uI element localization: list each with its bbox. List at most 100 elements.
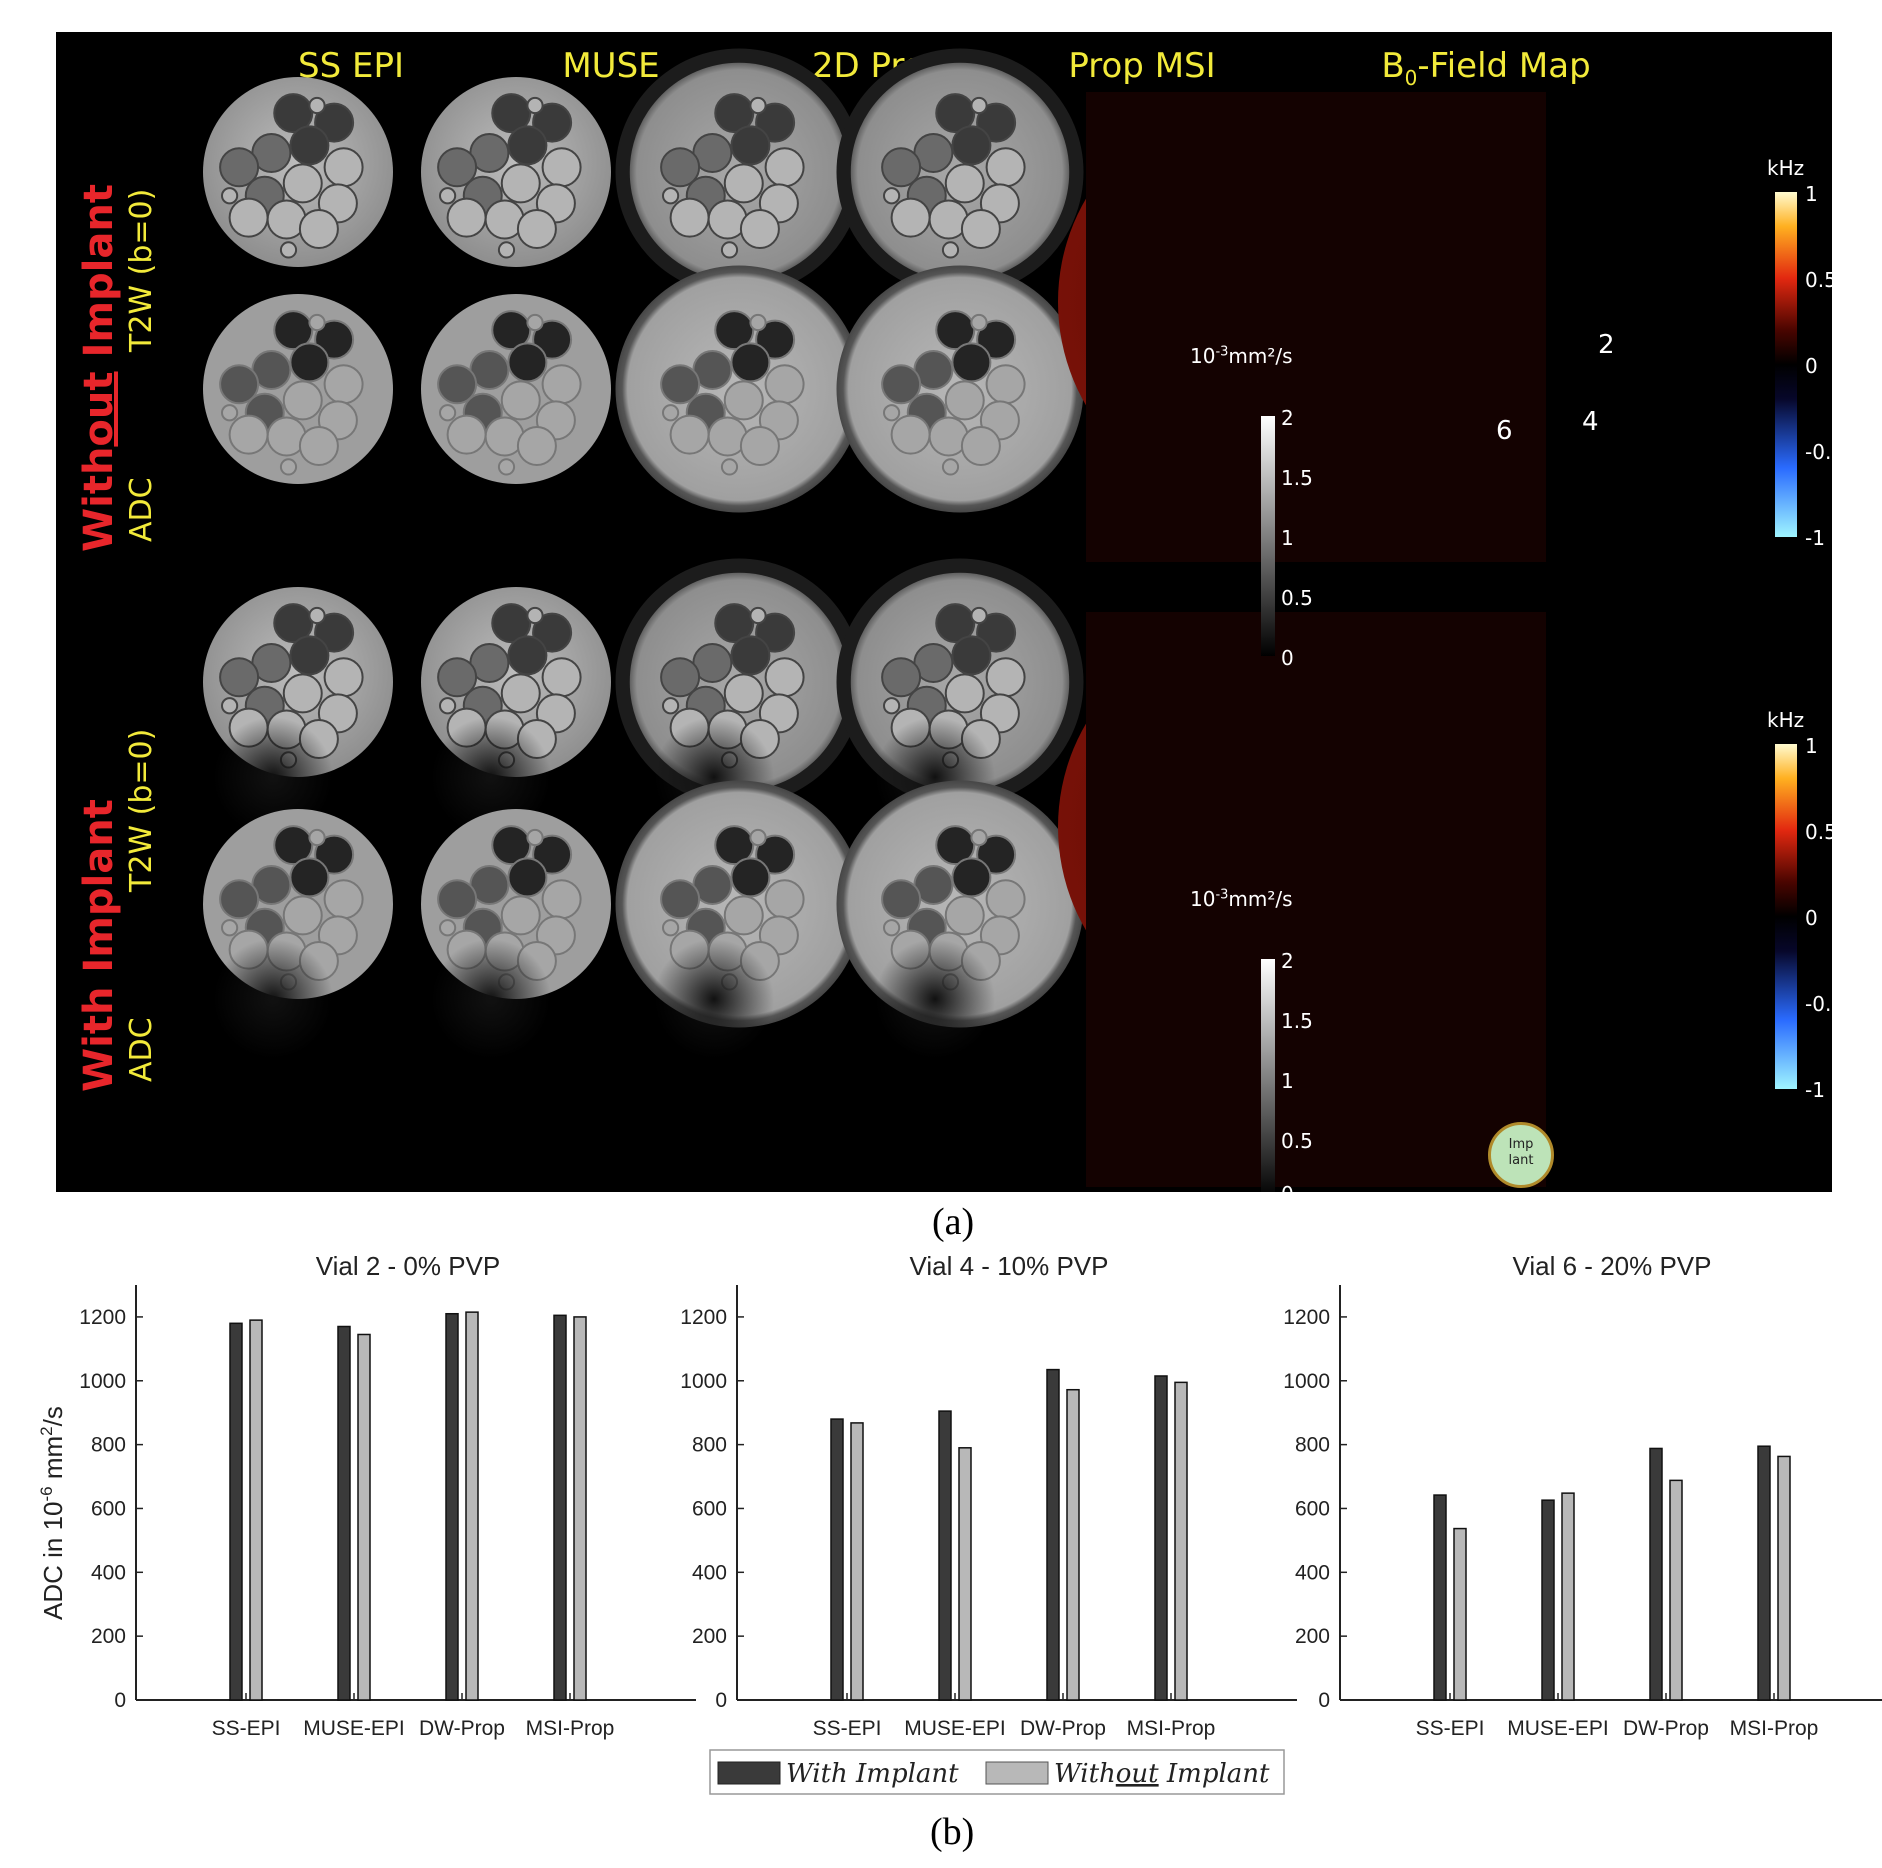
- bar-without-implant: [357, 1333, 371, 1701]
- y-tick-label: 600: [91, 1497, 126, 1520]
- b0-tick: -1: [1805, 1078, 1825, 1102]
- b0-tick: -0.5: [1805, 992, 1832, 1016]
- phantom-3: [836, 48, 1084, 296]
- phantom-10: [615, 558, 863, 837]
- adc-tick: 0.5: [1281, 1129, 1313, 1153]
- x-tick-label: DW-Prop: [1623, 1717, 1709, 1740]
- legend-swatch-with-implant: [717, 1761, 781, 1785]
- vial-label-2: 2: [1598, 330, 1615, 360]
- y-tick-label: 0: [715, 1689, 727, 1712]
- y-tick-label: 800: [1295, 1434, 1330, 1457]
- bar-with-implant: [1046, 1368, 1060, 1701]
- bar-without-implant: [249, 1319, 263, 1701]
- b0-tick: 0: [1805, 354, 1818, 378]
- bar-without-implant: [1453, 1527, 1467, 1701]
- bar-without-implant: [1777, 1455, 1791, 1701]
- y-tick-label: 1200: [680, 1306, 727, 1329]
- y-tick-label: 400: [1295, 1561, 1330, 1584]
- bar-without-implant: [958, 1447, 972, 1701]
- x-tick-label: MUSE-EPI: [1507, 1717, 1609, 1740]
- adc-tick: 0: [1281, 1182, 1294, 1192]
- phantom-1: [421, 77, 611, 267]
- bar-chart-1: Vial 2 - 0% PVP 0 200 400 600 800 1000 1200 SS-E…: [79, 1255, 696, 1740]
- phantom-14: [615, 780, 863, 1059]
- column-title-b0-map: B0-Field Map: [1381, 46, 1591, 90]
- y-axis-label: ADC in 10-6 mm2/s: [37, 1406, 68, 1620]
- adc-colorbar-1: [1261, 416, 1275, 656]
- y-tick-label: 1200: [1283, 1306, 1330, 1329]
- chart-title: Vial 6 - 20% PVP: [1513, 1255, 1712, 1281]
- y-tick-label: 0: [1318, 1689, 1330, 1712]
- y-tick-label: 800: [91, 1434, 126, 1457]
- y-tick-label: 1000: [79, 1370, 126, 1393]
- phantom-6: [615, 265, 863, 513]
- legend-swatch-without-implant: [985, 1761, 1049, 1785]
- phantom-9: [421, 587, 611, 837]
- adc-tick: 1.5: [1281, 1009, 1313, 1033]
- chart-title: Vial 4 - 10% PVP: [910, 1255, 1109, 1281]
- adc-tick: 2: [1281, 949, 1294, 973]
- y-tick-label: 600: [692, 1497, 727, 1520]
- b0-tick: -0.5: [1805, 440, 1832, 464]
- b0-colorbar-1: [1775, 192, 1797, 537]
- x-tick-label: MSI-Prop: [1730, 1717, 1819, 1740]
- phantom-7: [836, 265, 1084, 513]
- legend-label-without-implant: Without Implant: [1054, 1759, 1270, 1789]
- adc-tick: 1: [1281, 1069, 1294, 1093]
- column-title-muse: MUSE: [562, 46, 660, 86]
- y-tick-label: 800: [692, 1434, 727, 1457]
- y-tick-label: 200: [692, 1625, 727, 1648]
- b0-unit-label-1: kHz: [1767, 156, 1805, 180]
- adc-tick: 2: [1281, 406, 1294, 430]
- bar-with-implant: [1541, 1499, 1555, 1701]
- bar-with-implant: [337, 1325, 351, 1701]
- b0-unit-label-2: kHz: [1767, 708, 1805, 732]
- x-tick-label: MSI-Prop: [1127, 1717, 1216, 1740]
- x-tick-label: MUSE-EPI: [303, 1717, 405, 1740]
- x-tick-label: SS-EPI: [813, 1717, 882, 1740]
- bar-with-implant: [229, 1322, 243, 1701]
- bar-without-implant: [1066, 1388, 1080, 1701]
- bar-with-implant: [1649, 1447, 1663, 1701]
- x-tick-label: SS-EPI: [1416, 1717, 1485, 1740]
- phantom-0: [203, 77, 393, 267]
- b0-tick: 0.5: [1805, 820, 1832, 844]
- column-title-prop-msi: Prop MSI: [1068, 46, 1216, 86]
- adc-bar-charts: Vial 2 - 0% PVP 0 200 400 600 800 1000 1200 SS-E…: [37, 1255, 1882, 1795]
- bar-with-implant: [1757, 1445, 1771, 1701]
- adc-tick: 1: [1281, 526, 1294, 550]
- bar-chart-3: Vial 6 - 20% PVP 0 200 400 600 800 1000 1200 SS-…: [1283, 1255, 1882, 1740]
- mri-image-panel: SS EPI MUSE 2D Prop Prop MSI B0-Field Ma…: [56, 32, 1832, 1192]
- b0-tick: 1: [1805, 734, 1818, 758]
- phantom-images: [203, 48, 1797, 1192]
- y-tick-label: 1200: [79, 1306, 126, 1329]
- phantom-13: [421, 809, 611, 1059]
- phantom-2: [615, 48, 863, 296]
- y-tick-label: 1000: [1283, 1370, 1330, 1393]
- chart-title: Vial 2 - 0% PVP: [316, 1255, 501, 1281]
- b0-tick: 0.5: [1805, 268, 1832, 292]
- bar-without-implant: [1174, 1381, 1188, 1701]
- caption-b: (b): [930, 1811, 975, 1853]
- bar-with-implant: [830, 1418, 844, 1701]
- y-tick-label: 200: [1295, 1625, 1330, 1648]
- bar-without-implant: [1669, 1479, 1683, 1701]
- x-tick-label: MSI-Prop: [526, 1717, 615, 1740]
- y-tick-label: 600: [1295, 1497, 1330, 1520]
- phantom-8: [203, 587, 393, 837]
- phantom-4: [203, 294, 393, 484]
- x-tick-label: SS-EPI: [212, 1717, 281, 1740]
- bar-with-implant: [938, 1410, 952, 1701]
- adc-tick: 0.5: [1281, 586, 1313, 610]
- adc-unit-label-2: 10-3mm²/s: [1190, 887, 1293, 911]
- bar-with-implant: [1433, 1494, 1447, 1701]
- adc-colorbar-2: [1261, 959, 1275, 1192]
- bar-with-implant: [1154, 1375, 1168, 1701]
- bar-without-implant: [465, 1311, 479, 1701]
- b0-tick: 0: [1805, 906, 1818, 930]
- y-tick-label: 400: [91, 1561, 126, 1584]
- legend-label-with-implant: With Implant: [786, 1759, 959, 1789]
- chart-legend: With Implant Without Implant: [709, 1749, 1285, 1795]
- bar-with-implant: [553, 1314, 567, 1701]
- implant-marker: Imp lant: [1488, 1122, 1554, 1188]
